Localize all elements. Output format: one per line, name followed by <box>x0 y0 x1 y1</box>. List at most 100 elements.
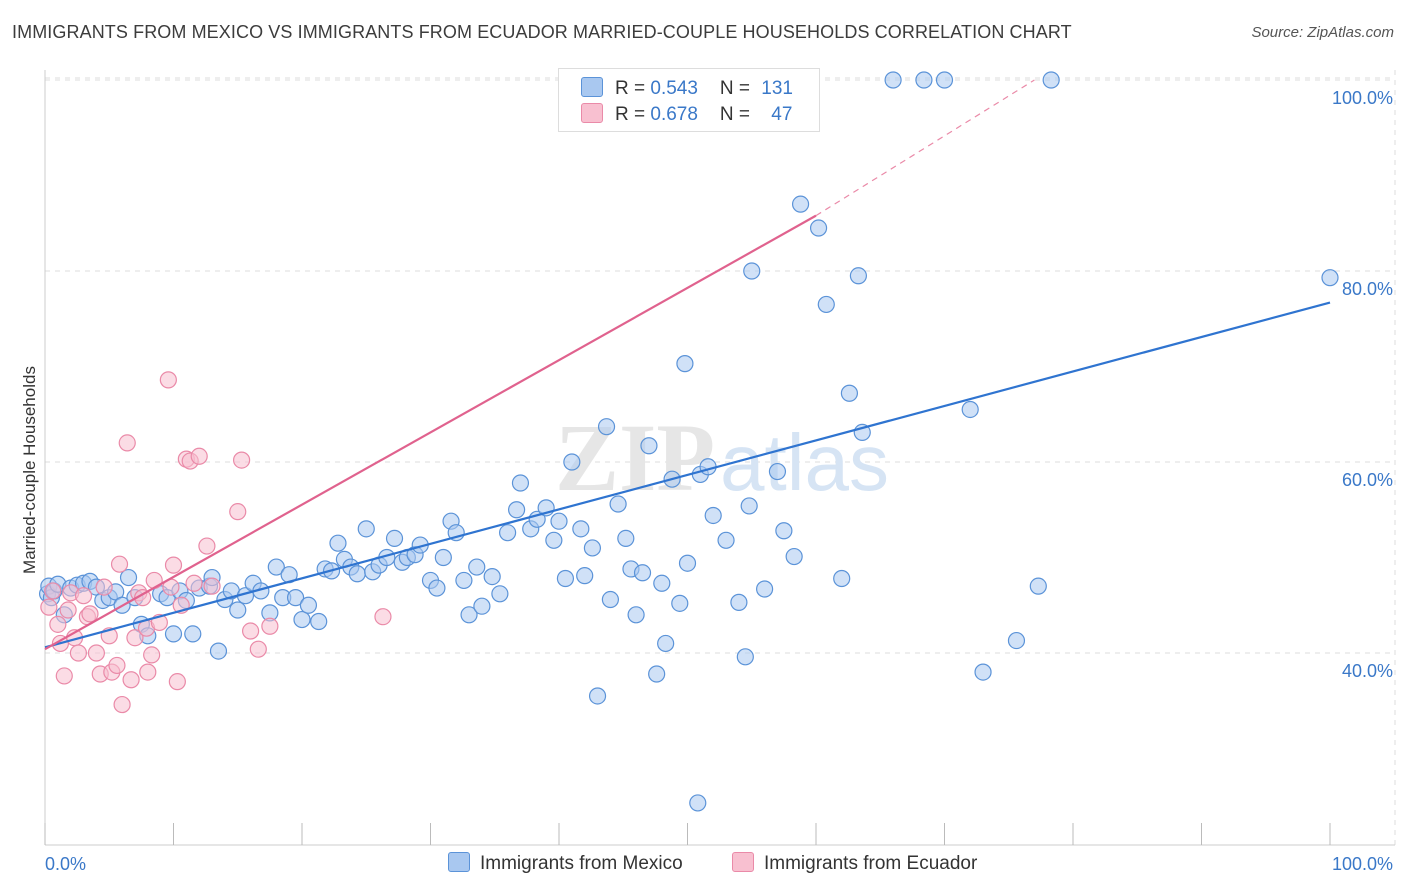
ecuador-point <box>69 644 88 662</box>
mexico-point <box>768 462 787 481</box>
n-label: N = <box>719 104 756 125</box>
mexico-point <box>310 612 328 631</box>
ecuador-point <box>229 503 247 521</box>
mexico-point <box>689 794 707 812</box>
mexico-point <box>671 594 689 612</box>
y-tick-label: 80.0% <box>1342 279 1393 299</box>
mexico-point <box>428 579 446 597</box>
ecuador-point <box>143 646 161 664</box>
mexico-point <box>785 547 803 566</box>
ecuador-point <box>249 640 267 658</box>
mexico-swatch <box>581 77 603 97</box>
ecuador-point <box>159 371 177 389</box>
stats-row-ecuador: R = 0.678 N = 47 <box>581 103 792 125</box>
ecuador-point <box>168 673 186 691</box>
series-legend: Immigrants from Mexico Immigrants from E… <box>0 850 1406 880</box>
data-points <box>38 71 1339 812</box>
mexico-point <box>740 497 758 515</box>
ecuador-point <box>233 451 251 469</box>
ecuador-trend-line <box>44 214 817 651</box>
mexico-point <box>385 529 404 548</box>
legend-label-mexico: Immigrants from Mexico <box>480 853 683 874</box>
ecuador-point <box>190 447 208 465</box>
mexico-point <box>817 295 835 314</box>
mexico-point <box>657 634 675 653</box>
ecuador-point <box>126 629 144 647</box>
mexico-point <box>627 606 645 624</box>
mexico-point <box>961 400 979 419</box>
mexico-point <box>791 195 810 213</box>
mexico-point <box>583 539 602 557</box>
mexico-point <box>809 219 828 237</box>
mexico-point <box>597 418 616 436</box>
mexico-point <box>884 71 902 89</box>
ecuador-point <box>118 434 136 452</box>
mexico-point <box>499 524 517 542</box>
tick-labels: 40.0% 60.0% 80.0% 100.0% 0.0% 100.0% <box>45 88 1393 874</box>
n-label: N = <box>719 78 756 99</box>
x-tick-label-min: 0.0% <box>45 854 86 874</box>
mexico-point <box>348 565 366 583</box>
mexico-point <box>209 642 228 660</box>
ecuador-point <box>242 622 260 640</box>
mexico-point <box>935 71 954 89</box>
n-value-mexico: 131 <box>761 78 793 99</box>
ecuador-point <box>81 605 99 623</box>
mexico-point <box>545 531 563 549</box>
ecuador-point <box>261 617 279 635</box>
legend-label-ecuador: Immigrants from Ecuador <box>764 853 978 874</box>
mexico-point <box>833 569 851 588</box>
mexico-point <box>563 453 581 471</box>
mexico-point <box>736 648 754 666</box>
ecuador-point <box>164 556 183 574</box>
legend-item-ecuador[interactable]: Immigrants from Ecuador <box>732 852 977 875</box>
mexico-point <box>974 663 992 681</box>
ecuador-point <box>108 656 126 675</box>
ecuador-point <box>145 571 163 590</box>
ecuador-point <box>40 598 58 616</box>
mexico-point <box>483 567 501 586</box>
mexico-point <box>357 520 375 538</box>
mexico-point <box>617 529 635 548</box>
mexico-point <box>455 571 473 590</box>
ecuador-point <box>198 537 216 555</box>
source-credit: Source: ZipAtlas.com <box>1251 24 1394 41</box>
mexico-point <box>653 574 671 592</box>
mexico-point <box>286 589 305 607</box>
ecuador-point <box>49 615 67 633</box>
mexico-point <box>550 512 568 530</box>
axes <box>44 70 1395 846</box>
x-tick-label-max: 100.0% <box>1332 854 1393 874</box>
mexico-point <box>293 610 311 629</box>
ecuador-point <box>110 555 129 573</box>
r-label: R = <box>615 78 651 99</box>
mexico-point <box>601 590 620 609</box>
mexico-point <box>640 437 658 455</box>
mexico-point <box>678 554 697 572</box>
ecuador-legend-swatch <box>732 852 754 872</box>
mexico-point <box>460 606 478 624</box>
mexico-trend-line <box>44 301 1331 649</box>
mexico-point <box>576 567 594 585</box>
ecuador-swatch <box>581 103 603 123</box>
mexico-point <box>468 558 486 576</box>
ecuador-point <box>122 671 140 689</box>
ecuador-point <box>95 578 113 596</box>
ecuador-point <box>374 608 392 626</box>
mexico-point <box>755 580 774 598</box>
mexico-point <box>507 501 526 519</box>
y-tick-label: 40.0% <box>1342 661 1393 681</box>
mexico-point <box>775 522 793 540</box>
legend-item-mexico[interactable]: Immigrants from Mexico <box>448 852 683 875</box>
y-tick-label: 100.0% <box>1332 88 1393 108</box>
mexico-point <box>633 564 652 582</box>
mexico-point <box>648 665 666 683</box>
ecuador-point <box>185 574 203 592</box>
ecuador-point <box>44 582 62 600</box>
stats-legend: R = 0.543 N = 131 R = 0.678 N = 47 <box>558 68 820 132</box>
mexico-point <box>572 520 590 538</box>
mexico-point <box>676 355 694 373</box>
ecuador-point <box>113 695 131 714</box>
mexico-point <box>717 531 735 549</box>
